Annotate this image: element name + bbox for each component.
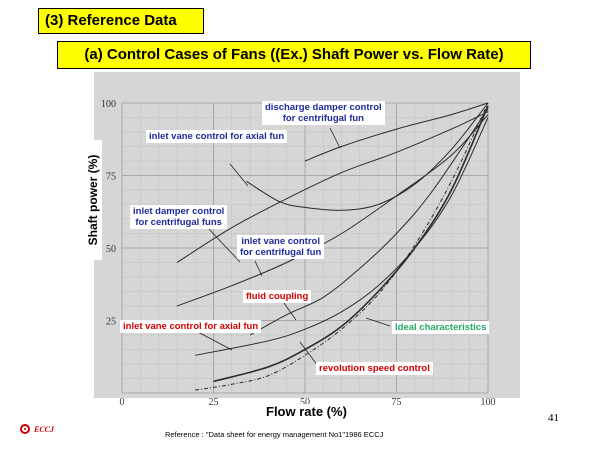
- label-revolution-speed: revolution speed control: [316, 362, 433, 375]
- chart-series: [176, 102, 489, 391]
- series-line: [176, 114, 489, 307]
- annotation-leader-line: [229, 163, 249, 187]
- y-axis-label: Shaft power (%): [86, 154, 100, 246]
- series-line: [213, 105, 489, 383]
- series-line: [176, 111, 489, 263]
- label-ideal-characteristics-text: Ideal characteristics: [395, 322, 487, 333]
- eccj-logo: ECCJ: [20, 424, 54, 434]
- label-inlet-damper-text: inlet damper control for centrifugal fun…: [133, 206, 225, 228]
- y-tick-label: 50: [106, 244, 116, 255]
- annotation-leader-line: [207, 227, 241, 263]
- series-line: [249, 108, 489, 336]
- slide-subtitle: (a) Control Cases of Fans ((Ex.) Shaft P…: [57, 41, 531, 69]
- section-title: (3) Reference Data: [38, 8, 204, 34]
- series-line: [246, 102, 489, 211]
- annotation-leader-line: [195, 330, 233, 351]
- annotation-leader-line: [299, 341, 319, 367]
- annotation-leaders: [195, 127, 391, 367]
- label-fluid-coupling-text: fluid coupling: [246, 291, 309, 302]
- annotation-leader-line: [283, 302, 297, 321]
- x-tick-label: 25: [209, 397, 219, 408]
- label-revolution-speed-text: revolution speed control: [319, 363, 430, 374]
- x-tick-label: 50: [300, 397, 310, 408]
- annotation-leader-line: [329, 127, 341, 149]
- label-fluid-coupling: fluid coupling: [243, 290, 312, 303]
- eccj-logo-icon: [20, 424, 30, 434]
- label-inlet-vane-centrifugal-text: inlet vane control for centrifugal fun: [240, 236, 322, 258]
- y-axis-label-background: [84, 140, 102, 260]
- label-inlet-vane-centrifugal: inlet vane control for centrifugal fun: [237, 235, 325, 259]
- page-number: 41: [548, 412, 559, 424]
- annotation-leader-line: [254, 260, 263, 277]
- reference-note: Reference : "Data sheet for energy manag…: [165, 430, 384, 439]
- label-discharge-damper-text: discharge damper control for centrifugal…: [265, 102, 382, 124]
- label-inlet-vane-axial-top: inlet vane control for axial fun: [146, 130, 288, 143]
- label-inlet-vane-axial-bottom: inlet vane control for axial fun: [120, 320, 262, 333]
- eccj-logo-text: ECCJ: [34, 424, 55, 434]
- chart-ticks: 0 25 50 75 100 25 50 75 100: [101, 99, 496, 408]
- series-line: [195, 102, 489, 391]
- x-axis-label: Flow rate (%): [260, 404, 353, 419]
- label-discharge-damper: discharge damper control for centrifugal…: [262, 101, 385, 125]
- label-inlet-vane-axial-top-text: inlet vane control for axial fun: [149, 131, 285, 142]
- y-tick-label: 100: [101, 99, 116, 110]
- x-tick-label: 75: [392, 397, 402, 408]
- y-tick-label: 75: [106, 172, 116, 183]
- label-inlet-vane-axial-bottom-text: inlet vane control for axial fun: [123, 321, 259, 332]
- y-tick-label: 25: [106, 317, 116, 328]
- label-ideal-characteristics: Ideal characteristics: [392, 321, 490, 334]
- series-line: [195, 117, 489, 356]
- series-line: [304, 102, 489, 162]
- annotation-leader-line: [365, 317, 391, 327]
- label-inlet-damper: inlet damper control for centrifugal fun…: [130, 205, 228, 229]
- x-tick-label: 0: [120, 397, 125, 408]
- x-tick-label: 100: [481, 397, 496, 408]
